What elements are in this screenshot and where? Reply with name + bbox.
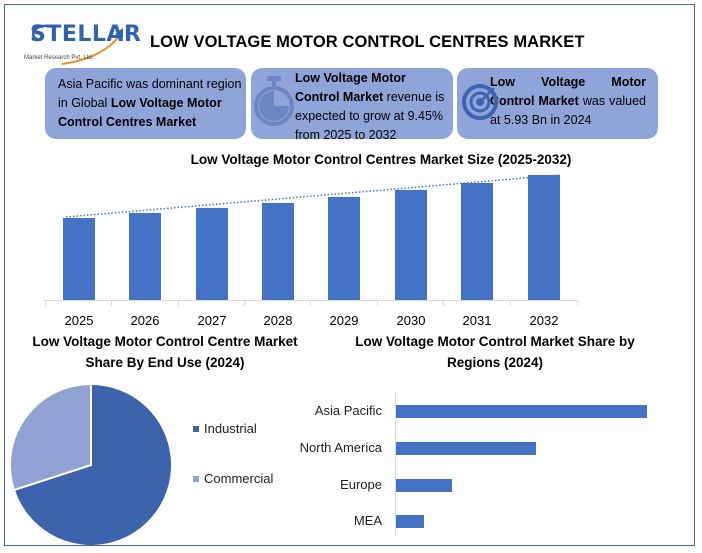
bar-2026 [129, 213, 161, 300]
regions-chart-title: Low Voltage Motor Control Market Share b… [355, 334, 635, 370]
card-text-plain: was valued at 5.93 Bn in 2024 [490, 94, 646, 127]
logo-text: STELLAR [30, 22, 142, 47]
x-tick [310, 300, 311, 306]
bar-2028 [262, 203, 294, 300]
page-title: LOW VOLTAGE MOTOR CONTROL CENTRES MARKET [150, 33, 585, 51]
target-icon [462, 84, 498, 120]
bar-2029 [328, 197, 360, 300]
x-label-2032: 2032 [529, 313, 559, 328]
x-label-2030: 2030 [396, 313, 426, 328]
bar-2032 [528, 175, 560, 300]
bar-2025 [63, 218, 95, 300]
market-size-chart-title: Low Voltage Motor Control Centres Market… [190, 152, 572, 167]
card-text-plain: revenue is expected to grow at 9.45% fro… [295, 90, 445, 142]
legend-industrial: Industrial [193, 421, 257, 436]
card-text-bold: Low Voltage Motor Control Market [490, 75, 646, 108]
card-dominant-region: Asia Pacific was dominant region in Glob… [45, 68, 246, 139]
logo-subtext: Market Research Pvt. Ltd. [24, 55, 94, 61]
card-growth-rate: Low Voltage Motor Control Market revenue… [251, 68, 453, 142]
region-label-mea: MEA [353, 513, 382, 528]
pie-slice-commercial [9, 382, 92, 492]
region-label-asia-pacific: Asia Pacific [314, 403, 382, 418]
bar-2031 [461, 183, 493, 300]
x-label-2029: 2029 [329, 313, 359, 328]
card-text-bold: Low Voltage Motor Control Market [295, 71, 406, 104]
x-label-2031: 2031 [462, 313, 492, 328]
bar-europe [396, 479, 452, 492]
x-tick [577, 300, 578, 306]
card-text-bold: Low Voltage Motor Control Centres Market [58, 96, 222, 129]
bar-asia-pacific [396, 405, 647, 418]
card-market-value: Low Voltage Motor Control Market was val… [457, 68, 658, 139]
regions-y-axis-line [395, 394, 396, 534]
legend-swatch-commercial [193, 475, 199, 482]
x-tick [377, 300, 378, 306]
x-tick [111, 300, 112, 306]
end-use-pie-chart [9, 382, 173, 545]
infographic-frame [4, 4, 695, 546]
x-label-2027: 2027 [197, 313, 227, 328]
card-text-plain: Asia Pacific was dominant region in Glob… [58, 77, 242, 110]
x-label-2025: 2025 [64, 313, 94, 328]
bar-north-america [396, 442, 536, 455]
logo-swoosh-icon [31, 24, 123, 65]
legend-swatch-industrial [193, 425, 199, 432]
bar-2030 [395, 190, 427, 300]
stopwatch-icon [254, 76, 294, 126]
pie-slice-industrial [12, 382, 173, 545]
x-axis-line [44, 300, 578, 301]
x-label-2028: 2028 [263, 313, 293, 328]
bar-2027 [196, 208, 228, 300]
region-label-europe: Europe [340, 477, 382, 492]
x-tick [510, 300, 511, 306]
x-tick [244, 300, 245, 306]
legend-commercial: Commercial [193, 471, 273, 486]
end-use-chart-title: Low Voltage Motor Control Centre Market … [32, 334, 298, 370]
x-tick [45, 300, 46, 306]
x-tick [178, 300, 179, 306]
stellar-logo: STELLAR Market Research Pvt. Ltd. [22, 20, 141, 68]
x-tick [443, 300, 444, 306]
region-label-north-america: North America [299, 440, 382, 455]
x-label-2026: 2026 [130, 313, 160, 328]
bar-mea [396, 515, 424, 528]
